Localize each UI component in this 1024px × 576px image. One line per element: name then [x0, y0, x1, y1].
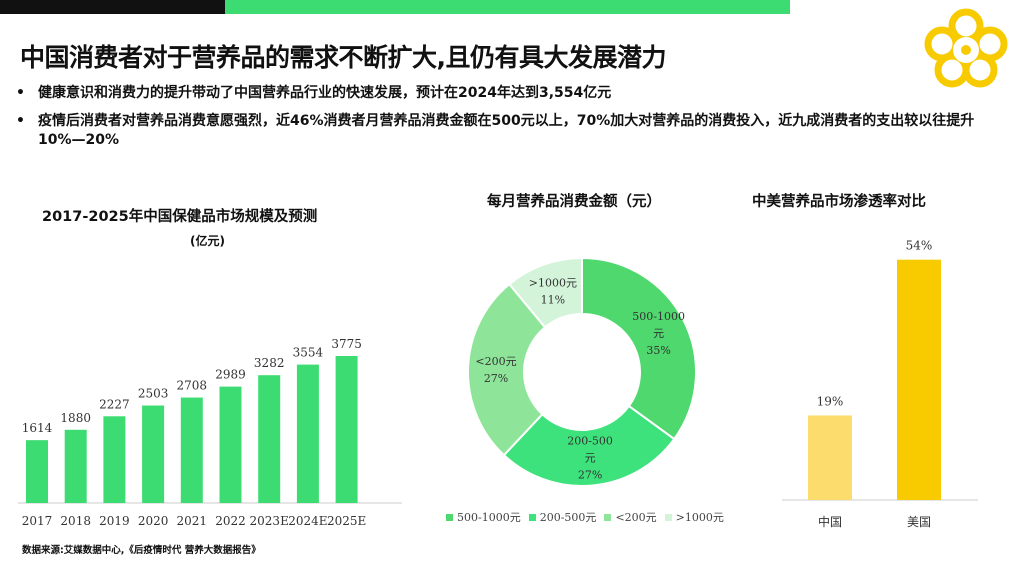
bar — [180, 397, 203, 503]
bar — [808, 415, 852, 500]
slice-label: 200-500 — [567, 435, 613, 448]
donut-slice — [467, 282, 547, 457]
slice-label: 元 — [585, 452, 596, 465]
legend-label: >1000元 — [675, 511, 724, 524]
slice-label: >1000元 — [529, 277, 577, 290]
bar-value-label: 3554 — [293, 346, 324, 360]
x-tick-label: 2021 — [177, 514, 208, 528]
x-tick-label: 2022 — [215, 514, 246, 528]
bar-value-label: 3775 — [331, 337, 362, 351]
x-tick-label: 2019 — [99, 514, 130, 528]
legend-label: <200元 — [615, 511, 657, 524]
bar — [296, 364, 319, 503]
bar-value-label: 54% — [906, 239, 933, 253]
bullet-text: 健康意识和消费力的提升带动了中国营养品行业的快速发展，预计在2024年达到3,5… — [38, 85, 612, 101]
bar-value-label: 2227 — [99, 397, 130, 411]
bar-value-label: 1880 — [60, 411, 91, 425]
bar — [142, 405, 165, 503]
slice-label: 元 — [653, 327, 664, 340]
bar-value-label: 19% — [817, 394, 844, 408]
bullet-item: • 疫情后消费者对营养品消费意愿强烈，近46%消费者月营养品消费金额在500元以… — [16, 112, 976, 150]
x-tick-label: 中国 — [818, 514, 842, 529]
x-tick-label: 2025E — [327, 514, 366, 528]
top-black-stripe — [0, 0, 225, 14]
legend-entry: 200-500元 — [528, 509, 597, 525]
bar-value-label: 3282 — [254, 356, 285, 370]
legend-swatch — [446, 513, 453, 521]
slice-label: 500-1000 — [632, 310, 685, 323]
x-tick-label: 2017 — [22, 514, 53, 528]
x-tick-label: 2020 — [138, 514, 169, 528]
bullet-list: • 健康意识和消费力的提升带动了中国营养品行业的快速发展，预计在2024年达到3… — [16, 84, 976, 159]
bar-value-label: 2989 — [215, 368, 246, 382]
bar — [335, 356, 358, 503]
bar — [897, 259, 941, 500]
bar-value-label: 1614 — [22, 421, 53, 435]
bar — [26, 440, 48, 503]
slice-label: 35% — [646, 344, 670, 357]
donut-slice — [581, 256, 697, 441]
donut-slice — [507, 256, 583, 329]
slice-label: <200元 — [475, 355, 516, 368]
bar-value-label: 2503 — [138, 387, 169, 401]
x-tick-label: 2024E — [288, 514, 327, 528]
slice-label: 27% — [578, 469, 602, 482]
legend-entry: <200元 — [604, 509, 657, 525]
legend-entry: >1000元 — [664, 509, 724, 525]
bar — [64, 429, 87, 503]
slice-label: 11% — [541, 294, 565, 307]
monthly-spend-donut-chart: 500-1000 元 35% 200-500 元 27% <200元 27% >1000元 11% — [467, 256, 697, 487]
monthly-spend-legend: 500-1000元 200-500元 <200元 >1000元 — [446, 509, 732, 525]
data-source-note: 数据来源:艾媒数据中心,《后疫情时代 营养大数据报告》 — [22, 545, 261, 556]
slice-label: 27% — [484, 372, 508, 385]
bullet-item: • 健康意识和消费力的提升带动了中国营养品行业的快速发展，预计在2024年达到3… — [16, 84, 976, 103]
legend-label: 500-1000元 — [457, 511, 521, 524]
bullet-dot: • — [16, 113, 25, 129]
monthly-spend-chart-title: 每月营养品消费金额（元） — [487, 194, 661, 210]
flower-logo-icon — [924, 8, 1008, 88]
bar-value-label: 2708 — [177, 379, 208, 393]
donut-slice — [502, 404, 676, 487]
legend-entry: 500-1000元 — [446, 509, 521, 525]
bullet-text: 疫情后消费者对营养品消费意愿强烈，近46%消费者月营养品消费金额在500元以上，… — [38, 113, 975, 148]
legend-swatch — [604, 513, 612, 521]
penetration-chart-title: 中美营养品市场渗透率对比 — [752, 194, 926, 210]
x-tick-label: 2018 — [60, 514, 91, 528]
page-title: 中国消费者对于营养品的需求不断扩大,且仍有具大发展潜力 — [20, 43, 667, 72]
penetration-bar-chart: 19% 中国 54% 美国 — [782, 239, 978, 529]
bar — [219, 386, 242, 503]
legend-label: 200-500元 — [539, 511, 597, 524]
legend-swatch — [664, 513, 672, 521]
bar — [258, 375, 281, 503]
bar — [103, 416, 126, 503]
market-size-bar-chart: 1614 2017 1880 2018 2227 2019 2503 2020 2708 2021… — [18, 337, 402, 528]
legend-swatch — [528, 513, 536, 521]
market-size-unit-label: (亿元) — [190, 234, 225, 248]
market-size-chart-title: 2017-2025年中国保健品市场规模及预测 — [42, 209, 318, 225]
x-tick-label: 美国 — [907, 515, 931, 529]
bullet-dot: • — [16, 85, 25, 101]
x-tick-label: 2023E — [250, 514, 289, 528]
top-green-stripe — [225, 0, 790, 14]
